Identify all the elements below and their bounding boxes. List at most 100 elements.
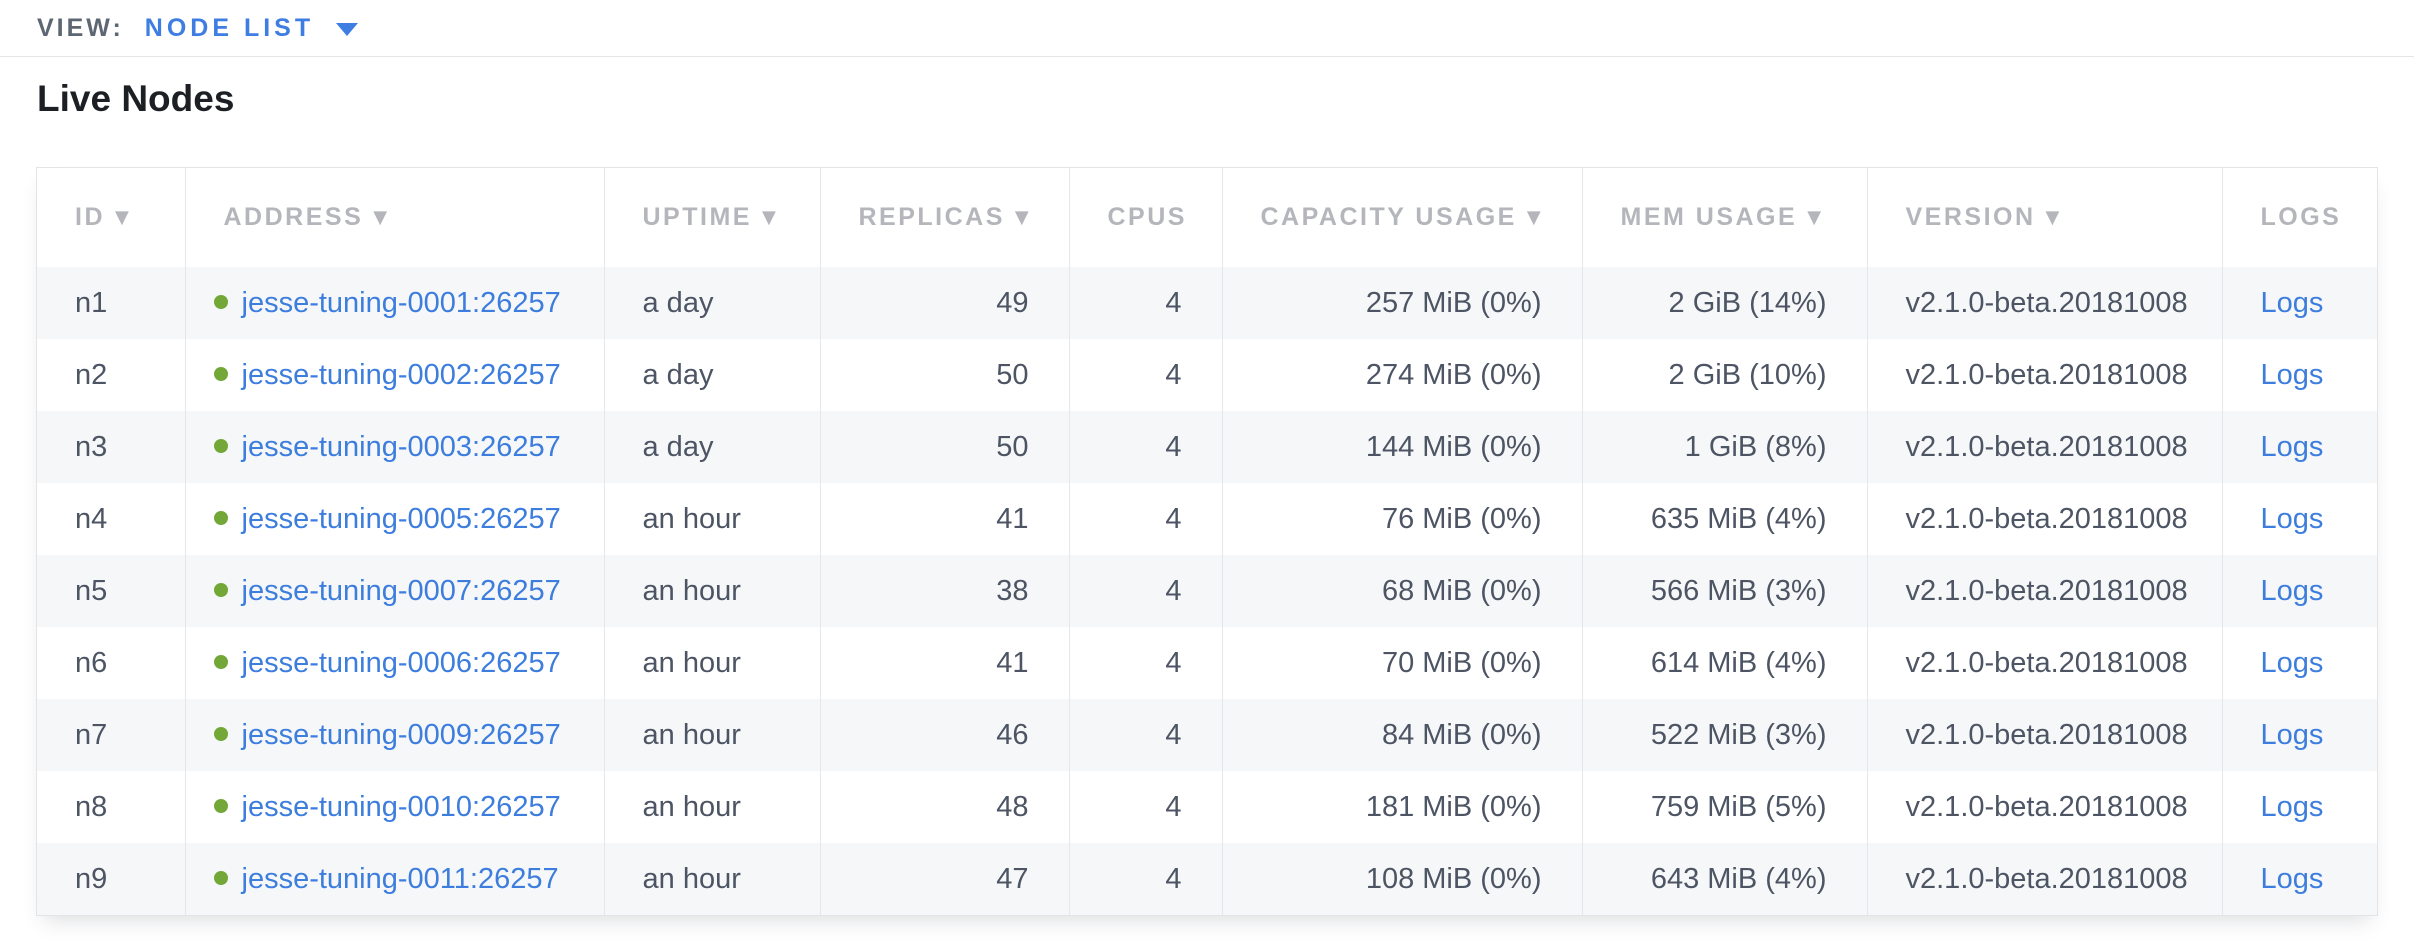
page-title: Live Nodes: [37, 78, 235, 119]
node-mem-cell: 566 MiB (3%): [1582, 555, 1868, 627]
node-live-status-icon: [213, 870, 228, 885]
column-header-version[interactable]: VERSION ▼: [1867, 168, 2223, 267]
logs-link[interactable]: Logs: [2260, 430, 2324, 463]
node-address-link[interactable]: jesse-tuning-0002:26257: [241, 358, 561, 391]
node-uptime-cell: a day: [604, 339, 821, 411]
node-id-cell: n9: [37, 843, 186, 915]
node-id-cell: n6: [37, 627, 186, 699]
column-header-mem[interactable]: MEM USAGE ▼: [1582, 168, 1868, 267]
node-mem-cell: 2 GiB (14%): [1582, 267, 1868, 339]
logs-link[interactable]: Logs: [2260, 646, 2324, 679]
node-version-cell: v2.1.0-beta.20181008: [1867, 339, 2223, 411]
node-cpus-cell: 4: [1069, 555, 1223, 627]
node-mem-cell: 643 MiB (4%): [1582, 843, 1868, 915]
table-header-row: ID ▼ ADDRESS ▼ UPTIME ▼ REPLICAS ▼ CPUS CAPACITY …: [37, 168, 2377, 267]
node-uptime-cell: an hour: [604, 555, 821, 627]
node-row-n2: n2 jesse-tuning-0002:26257 a day 50 4 274 MiB…: [37, 339, 2377, 411]
node-address-cell: jesse-tuning-0006:26257: [185, 627, 605, 699]
node-address-link[interactable]: jesse-tuning-0001:26257: [241, 286, 561, 319]
node-live-status-icon: [213, 798, 228, 813]
view-dropdown[interactable]: NODE LIST: [145, 14, 359, 43]
node-uptime-cell: a day: [604, 267, 821, 339]
node-capacity-cell: 108 MiB (0%): [1222, 843, 1583, 915]
node-uptime-cell: a day: [604, 411, 821, 483]
node-logs-cell: Logs: [2222, 699, 2377, 771]
node-logs-cell: Logs: [2222, 339, 2377, 411]
node-uptime-cell: an hour: [604, 843, 821, 915]
node-capacity-cell: 76 MiB (0%): [1222, 483, 1583, 555]
node-address-link[interactable]: jesse-tuning-0005:26257: [241, 502, 561, 535]
node-address-cell: jesse-tuning-0009:26257: [185, 699, 605, 771]
column-header-uptime[interactable]: UPTIME ▼: [604, 168, 821, 267]
logs-link[interactable]: Logs: [2260, 718, 2324, 751]
node-address-link[interactable]: jesse-tuning-0011:26257: [241, 862, 559, 895]
node-address-cell: jesse-tuning-0002:26257: [185, 339, 605, 411]
logs-link[interactable]: Logs: [2260, 502, 2324, 535]
sort-desc-icon: ▼: [373, 207, 390, 228]
live-nodes-table: ID ▼ ADDRESS ▼ UPTIME ▼ REPLICAS ▼ CPUS CAPACITY …: [36, 167, 2378, 916]
view-label: VIEW:: [37, 13, 124, 42]
node-address-link[interactable]: jesse-tuning-0007:26257: [241, 574, 561, 607]
node-row-n5: n5 jesse-tuning-0007:26257 an hour 38 4 68 Mi…: [37, 555, 2377, 627]
sort-desc-icon: ▼: [761, 207, 779, 228]
node-version-cell: v2.1.0-beta.20181008: [1867, 843, 2223, 915]
node-cpus-cell: 4: [1069, 843, 1223, 915]
column-header-label: LOGS: [2260, 203, 2342, 231]
node-live-status-icon: [213, 582, 228, 597]
node-uptime-cell: an hour: [604, 771, 821, 843]
node-address-link[interactable]: jesse-tuning-0006:26257: [241, 646, 561, 679]
node-cpus-cell: 4: [1069, 627, 1223, 699]
node-capacity-cell: 274 MiB (0%): [1222, 339, 1583, 411]
node-address-link[interactable]: jesse-tuning-0009:26257: [241, 718, 561, 751]
node-address-link[interactable]: jesse-tuning-0003:26257: [241, 430, 561, 463]
node-replicas-cell: 50: [820, 411, 1070, 483]
node-version-cell: v2.1.0-beta.20181008: [1867, 771, 2223, 843]
node-capacity-cell: 84 MiB (0%): [1222, 699, 1583, 771]
node-replicas-cell: 41: [820, 483, 1070, 555]
column-header-address[interactable]: ADDRESS ▼: [185, 168, 605, 267]
node-address-cell: jesse-tuning-0007:26257: [185, 555, 605, 627]
node-id-cell: n3: [37, 411, 186, 483]
logs-link[interactable]: Logs: [2260, 574, 2324, 607]
sort-desc-icon: ▼: [115, 207, 132, 228]
column-header-capacity[interactable]: CAPACITY USAGE ▼: [1222, 168, 1583, 267]
node-capacity-cell: 257 MiB (0%): [1222, 267, 1583, 339]
node-row-n8: n8 jesse-tuning-0010:26257 an hour 48 4 181 M…: [37, 771, 2377, 843]
node-capacity-cell: 144 MiB (0%): [1222, 411, 1583, 483]
node-capacity-cell: 181 MiB (0%): [1222, 771, 1583, 843]
node-row-n9: n9 jesse-tuning-0011:26257 an hour 47 4 108 M…: [37, 843, 2377, 915]
node-uptime-cell: an hour: [604, 627, 821, 699]
node-logs-cell: Logs: [2222, 483, 2377, 555]
node-address-link[interactable]: jesse-tuning-0010:26257: [241, 790, 561, 823]
node-replicas-cell: 38: [820, 555, 1070, 627]
column-header-replicas[interactable]: REPLICAS ▼: [820, 168, 1070, 267]
node-mem-cell: 614 MiB (4%): [1582, 627, 1868, 699]
node-cpus-cell: 4: [1069, 411, 1223, 483]
caret-down-icon: [336, 23, 359, 36]
column-header-id[interactable]: ID ▼: [37, 168, 186, 267]
node-version-cell: v2.1.0-beta.20181008: [1867, 699, 2223, 771]
node-logs-cell: Logs: [2222, 267, 2377, 339]
node-address-cell: jesse-tuning-0005:26257: [185, 483, 605, 555]
node-live-status-icon: [213, 726, 228, 741]
node-cpus-cell: 4: [1069, 483, 1223, 555]
logs-link[interactable]: Logs: [2260, 286, 2324, 319]
logs-link[interactable]: Logs: [2260, 790, 2324, 823]
node-address-cell: jesse-tuning-0010:26257: [185, 771, 605, 843]
node-id-cell: n1: [37, 267, 186, 339]
node-version-cell: v2.1.0-beta.20181008: [1867, 555, 2223, 627]
column-header-label: ADDRESS: [223, 203, 364, 231]
column-header-label: CAPACITY USAGE: [1260, 203, 1517, 231]
node-cpus-cell: 4: [1069, 267, 1223, 339]
sort-desc-icon: ▼: [2045, 207, 2062, 228]
column-header-label: REPLICAS: [858, 203, 1005, 231]
logs-link[interactable]: Logs: [2260, 358, 2324, 391]
column-header-cpus: CPUS: [1069, 168, 1223, 267]
node-cpus-cell: 4: [1069, 699, 1223, 771]
column-header-label: UPTIME: [642, 203, 752, 231]
node-mem-cell: 2 GiB (10%): [1582, 339, 1868, 411]
node-mem-cell: 635 MiB (4%): [1582, 483, 1868, 555]
node-id-cell: n7: [37, 699, 186, 771]
logs-link[interactable]: Logs: [2260, 862, 2324, 895]
node-version-cell: v2.1.0-beta.20181008: [1867, 627, 2223, 699]
